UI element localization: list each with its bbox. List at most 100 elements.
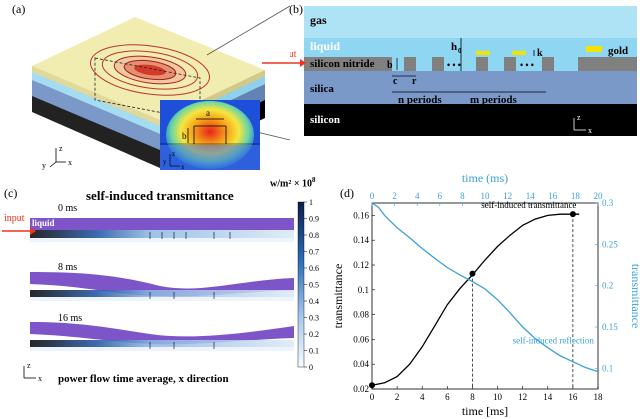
y-tick-label: 0.1 [358,285,369,295]
data-marker [569,211,576,218]
svg-text:• • •: • • • [520,60,534,70]
y-tick-label: 0.12 [353,260,369,270]
svg-text:b: b [387,60,393,71]
y-tick-label: 0.16 [353,210,369,220]
colorbar-tick-label: 0.5 [309,281,319,290]
colorbar-tick-label: 0.9 [309,215,319,224]
inset-axis-y: y [163,158,167,166]
annotation-reflection: self-induced reflection [513,336,595,346]
right-tick-label: 0.1 [602,363,613,373]
panel-c-input-label: input [4,213,25,224]
panel-b-input-label: input [290,49,297,60]
top-axis-label: time (ms) [462,171,508,185]
right-tick-label: 0.2 [602,281,613,291]
svg-text:z: z [59,144,63,153]
layer-silica: silica [310,83,334,95]
colorbar: 1 0.9 0.8 0.7 0.6 0.5 0.4 0.3 0.2 0.1 0 [297,198,319,372]
panel-b-label: (b) [289,2,303,16]
x-tick-label: 0 [370,392,375,402]
panel-a-inset-field: a b z y x [160,100,260,170]
svg-text:• • •: • • • [447,60,461,70]
panel-c-liquid-label: liquid [32,218,55,228]
inset-label-b: b [182,131,187,141]
series-line-reflection [371,202,599,373]
layer-liquid: liquid [310,39,340,53]
inset-axis-x: x [181,163,185,170]
right-tick-label: 0.15 [602,322,618,332]
svg-text:y: y [42,161,46,170]
inset-label-a: a [206,108,210,118]
svg-text:z: z [27,361,31,370]
svg-text:c: c [393,76,398,87]
top-tick-label: 10 [481,191,491,201]
colorbar-tick-label: 0.7 [309,248,319,257]
colorbar-tick-label: 0.3 [309,314,319,323]
svg-text:h: h [451,41,457,53]
series-line-transmittance [371,213,580,386]
y-tick-label: 0.04 [353,359,369,369]
layer-gas: gas [310,13,327,27]
colorbar-tick-label: 1 [309,198,313,207]
n-periods: n periods [398,94,442,106]
time-label-0: 0 ms [58,203,78,214]
colorbar-tick-label: 0.1 [309,347,319,356]
svg-text:x: x [38,374,42,383]
top-tick-label: 8 [460,191,465,201]
top-tick-label: 16 [548,191,558,201]
x-axis-label: time [ms] [462,404,508,418]
panel-a-label: (a) [12,2,26,16]
data-marker [369,382,375,389]
y-tick-label: 0.02 [353,384,369,394]
svg-text:z: z [577,113,581,122]
right-axis-label: transmittance [629,264,640,329]
legend-gold: gold [608,45,628,57]
x-tick-label: 6 [445,392,450,402]
panel-c-caption: power flow time average, x direction [58,373,229,385]
top-tick-label: 6 [438,191,443,201]
layer-silicon: silicon [310,114,340,126]
panel-b-input-arrow [262,59,306,67]
colorbar-unit: w/m² × 108 [270,176,316,190]
m-periods: m periods [470,94,517,106]
top-tick-label: 20 [594,191,604,201]
panel-d-chart: 0 2 4 6 8 10 12 14 16 180.020.040.060.080.10.120.… [331,171,640,418]
panel-b-cross-section: gold gas liquid silicon nitride silica s… [290,6,637,136]
colorbar-tick-label: 0.2 [309,330,319,339]
y-axis-label: transmittance [331,264,345,329]
right-tick-label: 0.3 [602,198,614,208]
top-tick-label: 2 [392,191,397,201]
top-tick-label: 18 [571,191,581,201]
x-tick-label: 16 [568,392,578,402]
colorbar-tick-label: 0.6 [309,264,319,273]
svg-text:0: 0 [458,47,462,55]
panel-c-label: (c) [4,186,18,200]
panel-c-title: self-induced transmittance [86,188,234,203]
x-tick-label: 18 [594,392,604,402]
colorbar-tick-label: 0.8 [309,231,319,240]
panel-d-label: (d) [340,186,354,200]
colorbar-tick-label: 0.4 [309,297,319,306]
y-tick-label: 0.14 [353,235,369,245]
svg-text:x: x [588,126,592,135]
top-tick-label: 14 [526,191,536,201]
panel-c-input-arrow [2,227,36,235]
top-tick-label: 4 [415,191,420,201]
layer-nitride: silicon nitride [310,58,375,70]
top-tick-label: 12 [503,191,512,201]
annotation-transmittance: self-induced transmittance [481,200,576,210]
panel-a-axes: z y x [42,144,72,170]
data-marker [469,270,476,277]
svg-text:k: k [537,48,543,59]
colorbar-tick-label: 0 [309,363,313,372]
time-label-16: 16 ms [58,313,83,324]
top-tick-label: 0 [370,191,375,201]
x-tick-label: 4 [420,392,425,402]
inset-axis-z: z [172,150,175,158]
y-tick-label: 0.06 [353,334,369,344]
svg-text:r: r [412,76,417,87]
x-tick-label: 12 [518,392,527,402]
panel-c-field-maps: z x [23,218,294,383]
time-label-8: 8 ms [58,262,78,273]
x-tick-label: 14 [543,392,553,402]
plot-frame [371,202,599,390]
